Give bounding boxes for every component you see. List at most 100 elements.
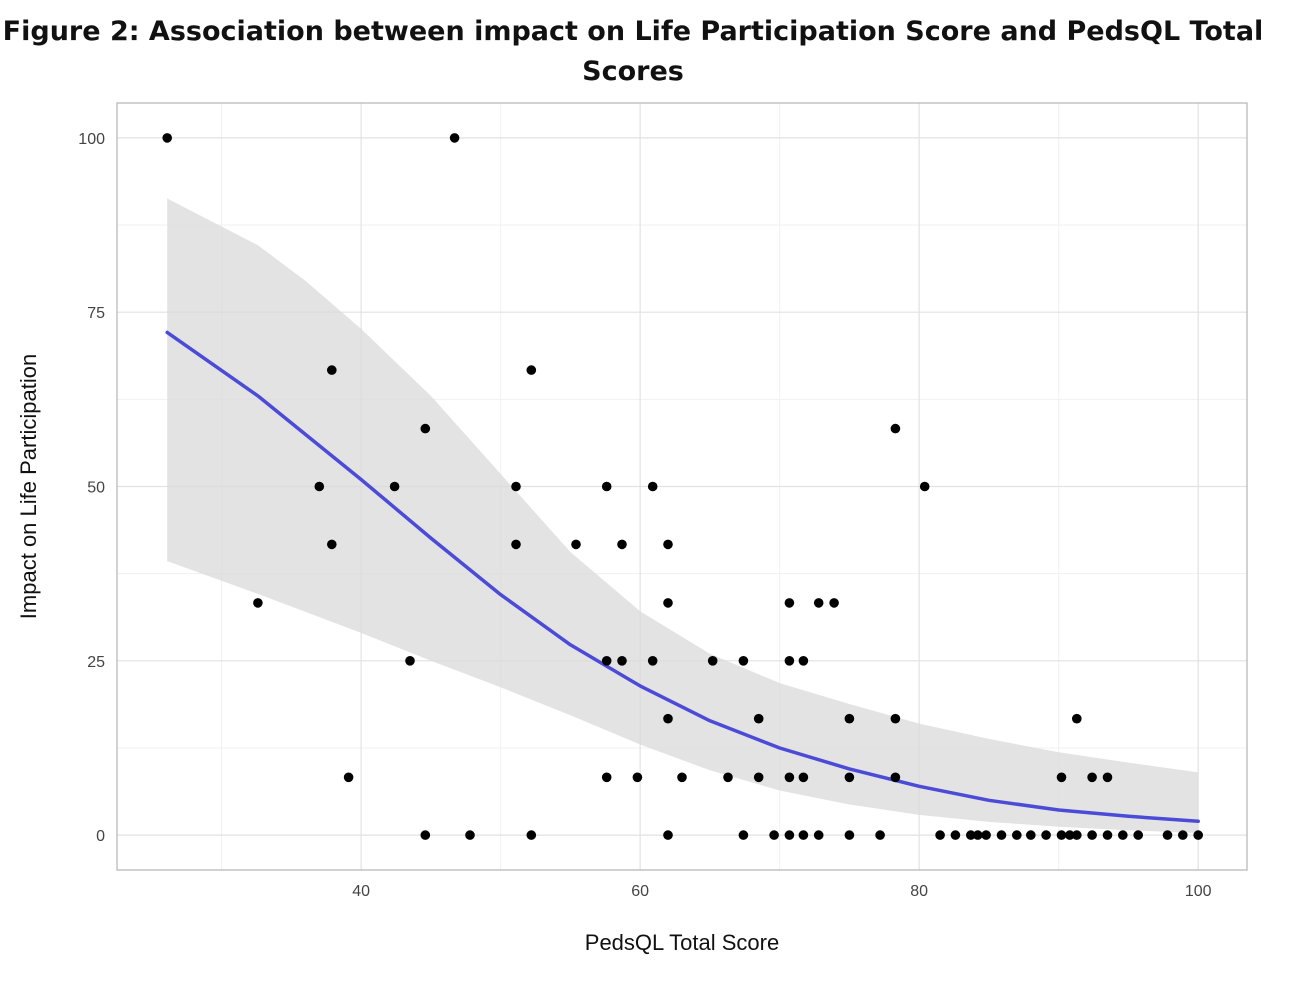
data-point	[723, 772, 733, 783]
data-point	[1133, 830, 1143, 840]
data-point	[663, 598, 673, 608]
data-point	[707, 656, 718, 666]
data-point	[526, 365, 537, 375]
x-tick-label: 40	[352, 883, 370, 900]
data-point	[253, 598, 263, 608]
plot-panel-border	[116, 102, 1248, 871]
data-point	[526, 830, 537, 840]
data-point	[511, 481, 521, 492]
data-point	[784, 830, 795, 840]
data-point	[919, 481, 930, 492]
data-point	[1162, 830, 1173, 840]
y-axis-title: Impact on Life Participation	[16, 354, 41, 619]
y-tick-label: 75	[87, 305, 105, 322]
data-point	[449, 133, 460, 143]
confidence-band-layer	[167, 198, 1199, 833]
data-point	[1026, 830, 1036, 840]
data-point	[601, 481, 612, 492]
data-point	[677, 772, 687, 783]
data-point	[844, 713, 855, 724]
data-point	[420, 423, 431, 434]
data-point	[813, 830, 824, 840]
data-point	[420, 830, 431, 840]
data-point	[465, 830, 475, 840]
data-point	[1056, 830, 1067, 840]
data-point	[753, 772, 764, 783]
data-point	[647, 656, 658, 666]
data-point	[784, 656, 795, 666]
x-tick-label: 100	[1185, 883, 1212, 900]
data-point	[1087, 772, 1097, 783]
data-point	[1056, 772, 1067, 783]
data-point	[875, 830, 885, 840]
data-point	[950, 830, 961, 840]
data-point	[1087, 830, 1097, 840]
data-point	[784, 598, 795, 608]
data-point	[738, 656, 749, 666]
data-point	[1102, 772, 1113, 783]
fit-line-layer	[165, 330, 1200, 823]
data-point	[601, 656, 612, 666]
data-point	[663, 539, 673, 550]
y-tick-label: 100	[78, 131, 105, 148]
data-point	[798, 656, 809, 666]
data-point	[632, 772, 643, 783]
data-point	[844, 830, 855, 840]
data-point	[1118, 830, 1128, 840]
data-point	[571, 539, 581, 550]
data-point	[890, 423, 901, 434]
data-point	[1072, 713, 1082, 724]
y-tick-label: 0	[96, 828, 105, 845]
data-point	[798, 772, 809, 783]
y-tick-label: 50	[87, 480, 105, 497]
data-point	[813, 598, 824, 608]
data-point	[511, 539, 521, 550]
data-point	[1072, 830, 1082, 840]
y-tick-label: 25	[87, 654, 105, 671]
data-point	[405, 656, 415, 666]
data-point	[890, 713, 901, 724]
chart-title-line-2: Scores	[582, 56, 684, 87]
data-point	[162, 133, 172, 143]
data-point	[343, 772, 354, 783]
data-point	[389, 481, 400, 492]
data-point	[663, 830, 673, 840]
data-point	[844, 772, 855, 783]
x-axis-title: PedsQL Total Score	[585, 930, 779, 955]
data-points	[162, 133, 1203, 840]
data-point	[935, 830, 945, 840]
x-tick-label: 60	[631, 883, 649, 900]
data-point	[1102, 830, 1113, 840]
data-point	[1193, 830, 1203, 840]
data-point	[663, 713, 673, 724]
data-point	[647, 481, 658, 492]
data-point	[981, 830, 991, 840]
data-point	[829, 598, 839, 608]
data-point	[327, 365, 337, 375]
data-point	[617, 539, 627, 550]
data-point	[738, 830, 749, 840]
data-point	[601, 772, 612, 783]
data-point	[966, 830, 976, 840]
data-point	[798, 830, 809, 840]
tick-labels: 40 60 80 100 0 25 50 75 100	[78, 131, 1211, 900]
data-point	[753, 713, 764, 724]
data-point	[769, 830, 779, 840]
data-point	[314, 481, 325, 492]
chart-title: Figure 2: Association between impact on …	[0, 12, 1266, 92]
x-tick-label: 80	[910, 883, 928, 900]
data-point	[1065, 830, 1075, 840]
data-point	[996, 830, 1007, 840]
data-point	[1012, 830, 1022, 840]
data-point	[617, 656, 627, 666]
data-point	[890, 772, 901, 783]
data-point	[327, 539, 337, 550]
data-point	[784, 772, 795, 783]
data-point	[1041, 830, 1051, 840]
data-point	[1178, 830, 1188, 840]
confidence-band	[167, 198, 1199, 833]
chart-title-line-1: Figure 2: Association between impact on …	[2, 16, 1264, 47]
data-point	[973, 830, 983, 840]
fit-line	[165, 330, 1200, 823]
